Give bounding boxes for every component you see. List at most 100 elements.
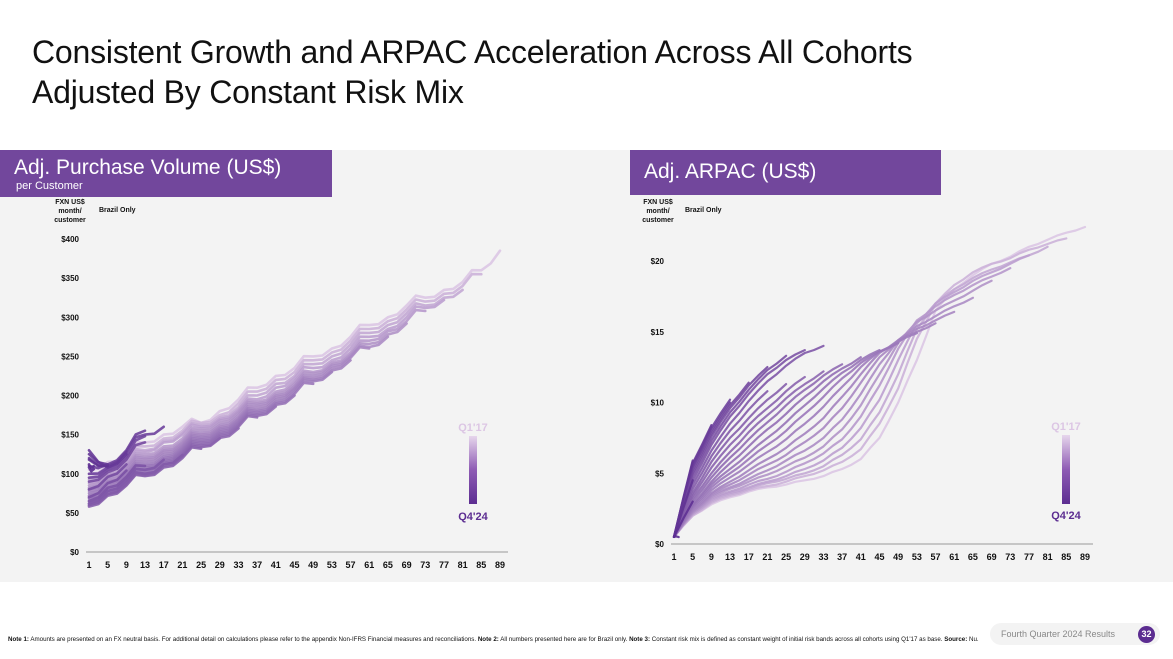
cohort-line-q124 <box>87 452 109 466</box>
unit-line-3: customer <box>54 217 86 224</box>
cohort-line-q421 <box>87 464 147 503</box>
legend-bottom-label: Q4'24 <box>1051 510 1081 522</box>
footer-pill: Fourth Quarter 2024 Results 32 <box>990 623 1160 645</box>
y-tick-label: $0 <box>655 540 664 549</box>
unit-line-2: month/ <box>58 208 82 215</box>
scope-label: Brazil Only <box>685 207 722 214</box>
x-tick-label: 45 <box>289 560 299 570</box>
x-tick-label: 37 <box>252 560 262 570</box>
cohort-line-q424 <box>87 466 95 473</box>
cohort-line-q122 <box>87 469 128 499</box>
x-tick-label: 13 <box>725 552 735 562</box>
x-tick-label: 1 <box>86 560 91 570</box>
y-axis-unit-label: FXN US$ month/ customer <box>50 198 90 225</box>
note-1-label: Note 1: <box>8 636 29 643</box>
legend-gradient-bar <box>1062 435 1070 504</box>
unit-line-1: FXN US$ <box>643 199 673 206</box>
scope-label: Brazil Only <box>99 207 136 214</box>
x-tick-label: 73 <box>420 560 430 570</box>
cohort-line-q418 <box>672 310 956 538</box>
purchase-volume-header: Adj. Purchase Volume (US$) per Customer <box>0 150 332 197</box>
cohort-line-q321 <box>672 344 825 538</box>
x-tick-label: 69 <box>987 552 997 562</box>
cohort-line-q317 <box>672 245 1049 538</box>
arpac-title: Adj. ARPAC (US$) <box>644 160 817 183</box>
cohort-line-q117 <box>672 225 1087 538</box>
y-tick-label: $5 <box>655 469 664 478</box>
cohort-line-q118 <box>87 308 427 485</box>
y-tick-label: $250 <box>61 352 79 361</box>
note-2-label: Note 2: <box>477 636 499 643</box>
arpac-header: Adj. ARPAC (US$) <box>630 150 941 195</box>
x-tick-label: 1 <box>671 552 676 562</box>
x-tick-label: 77 <box>1024 552 1034 562</box>
cohort-line-q422 <box>87 434 147 479</box>
cohort-line-q218 <box>672 279 993 538</box>
cohort-line-q120 <box>672 356 862 538</box>
legend-gradient-bar <box>469 436 477 504</box>
unit-line-1: FXN US$ <box>55 199 85 206</box>
cohort-line-q224 <box>87 458 109 468</box>
x-tick-label: 57 <box>346 560 356 570</box>
x-tick-label: 13 <box>140 560 150 570</box>
cohort-line-q417 <box>672 254 1031 538</box>
cohort-line-q318 <box>672 296 974 538</box>
x-tick-label: 49 <box>893 552 903 562</box>
note-3-label: Note 3: <box>629 636 651 643</box>
arpac-chart: $0 $5 $10 $15 $20 1 5 9 13 17 21 25 29 33 37 41 45 49 53 57… <box>651 225 1093 562</box>
cohort-line-q220 <box>672 363 844 538</box>
x-tick-label: 9 <box>709 552 714 562</box>
cohort-line-q421 <box>672 349 806 538</box>
x-tick-label: 77 <box>439 560 449 570</box>
x-tick-label: 17 <box>744 552 754 562</box>
x-tick-label: 61 <box>364 560 374 570</box>
purchase-volume-subtitle: per Customer <box>16 180 83 192</box>
x-tick-label: 29 <box>800 552 810 562</box>
cohort-line-q419 <box>672 349 881 538</box>
y-tick-label: $10 <box>651 399 665 408</box>
y-tick-label: $15 <box>651 328 665 337</box>
title-line-2: Adjusted By Constant Risk Mix <box>32 74 464 110</box>
source-label: Source: <box>944 636 968 643</box>
x-tick-label: 85 <box>1061 552 1071 562</box>
footnote: Note 1: Amounts are presented on an FX n… <box>8 636 993 644</box>
x-tick-label: 45 <box>874 552 884 562</box>
x-tick-label: 41 <box>271 560 281 570</box>
source-text: Nu. <box>967 636 979 643</box>
x-tick-label: 25 <box>781 552 791 562</box>
x-tick-label: 17 <box>159 560 169 570</box>
cohort-line-q317 <box>87 288 464 479</box>
x-tick-label: 89 <box>495 560 505 570</box>
title-line-1: Consistent Growth and ARPAC Acceleration… <box>32 34 913 70</box>
cohort-line-q318 <box>87 335 390 490</box>
report-label: Fourth Quarter 2024 Results <box>1001 629 1116 639</box>
purchase-volume-panel: Adj. Purchase Volume (US$) per Customer … <box>0 150 586 582</box>
cohort-line-q424 <box>672 535 680 539</box>
cohort-line-q324 <box>87 463 95 470</box>
x-tick-label: 5 <box>690 552 695 562</box>
note-3-text: Constant risk mix is defined as constant… <box>650 636 945 643</box>
page-number: 32 <box>1138 626 1155 643</box>
cohort-line-q118 <box>672 267 1012 538</box>
x-tick-label: 89 <box>1080 552 1090 562</box>
cohort-line-q221 <box>87 453 184 507</box>
x-tick-label: 65 <box>968 552 978 562</box>
x-tick-label: 9 <box>124 560 129 570</box>
cohort-line-q417 <box>87 298 446 482</box>
y-tick-label: $400 <box>61 235 79 244</box>
x-tick-label: 81 <box>1043 552 1053 562</box>
x-tick-label: 69 <box>402 560 412 570</box>
cohort-line-q121 <box>672 383 788 538</box>
y-tick-label: $0 <box>70 548 79 557</box>
cohort-line-q217 <box>672 237 1068 538</box>
x-tick-label: 57 <box>931 552 941 562</box>
x-tick-label: 33 <box>233 560 243 570</box>
y-tick-label: $20 <box>651 257 665 266</box>
cohort-line-q322 <box>87 441 147 483</box>
x-tick-label: 41 <box>856 552 866 562</box>
unit-line-2: month/ <box>646 208 670 215</box>
purchase-volume-title: Adj. Purchase Volume (US$) <box>14 156 282 179</box>
x-tick-label: 53 <box>912 552 922 562</box>
x-tick-label: 61 <box>949 552 959 562</box>
